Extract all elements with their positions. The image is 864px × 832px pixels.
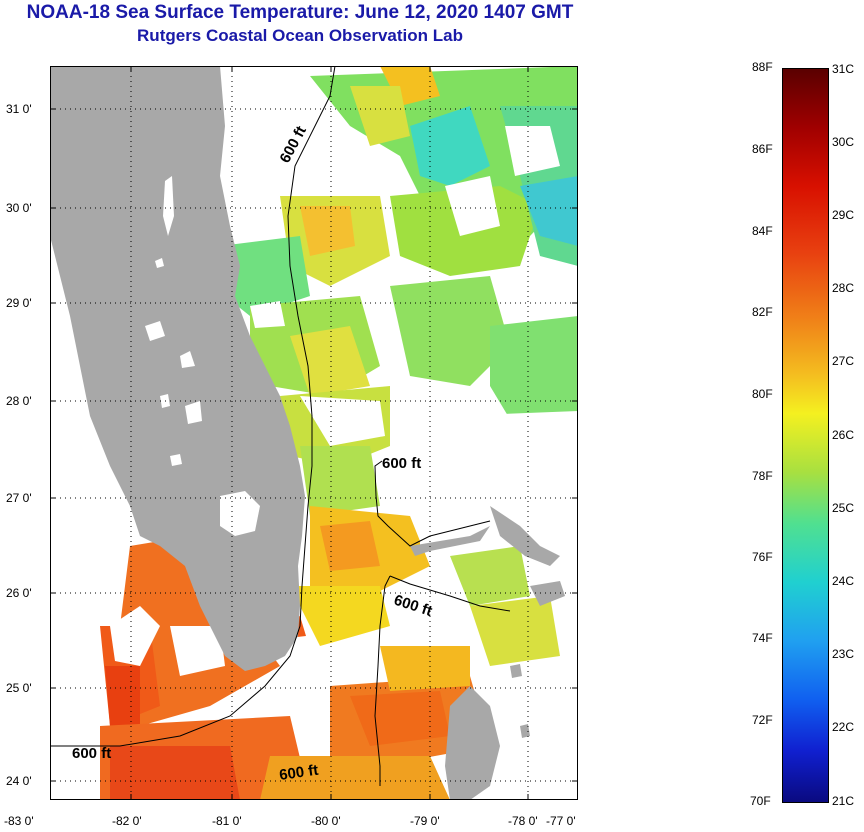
fahrenheit-label: 72F bbox=[752, 713, 773, 727]
celsius-label: 28C bbox=[832, 281, 855, 295]
abaco-island bbox=[490, 506, 560, 566]
bahamas-south bbox=[530, 581, 565, 606]
isobath-label: 600 ft bbox=[278, 762, 319, 784]
fahrenheit-label: 84F bbox=[752, 224, 773, 238]
celsius-label: 25C bbox=[832, 501, 855, 515]
sst-map: 600 ft 600 ft 600 ft 600 ft 600 ft bbox=[50, 66, 578, 800]
lake-okeechobee bbox=[220, 491, 260, 536]
lat-label: 27 0' bbox=[6, 491, 32, 505]
celsius-label: 31C bbox=[832, 62, 855, 76]
lat-label: 31 0' bbox=[6, 102, 32, 116]
andros-island bbox=[445, 686, 500, 800]
grand-bahama bbox=[410, 526, 490, 556]
lon-label: -79 0' bbox=[410, 814, 440, 828]
celsius-label: 22C bbox=[832, 720, 855, 734]
lat-label: 25 0' bbox=[6, 681, 32, 695]
celsius-label: 23C bbox=[832, 647, 855, 661]
lon-label: -80 0' bbox=[311, 814, 341, 828]
lon-label: -77 0' bbox=[546, 814, 576, 828]
lon-label: -81 0' bbox=[212, 814, 242, 828]
lat-label: 26 0' bbox=[6, 586, 32, 600]
lon-label: -83 0' bbox=[4, 814, 34, 828]
fahrenheit-label: 78F bbox=[752, 469, 773, 483]
lat-lon-grid bbox=[50, 66, 578, 800]
celsius-label: 21C bbox=[832, 794, 855, 808]
lat-label: 24 0' bbox=[6, 774, 32, 788]
celsius-label: 24C bbox=[832, 574, 855, 588]
fahrenheit-label: 82F bbox=[752, 305, 773, 319]
map-subtitle: Rutgers Coastal Ocean Observation Lab bbox=[137, 26, 463, 45]
celsius-label: 29C bbox=[832, 208, 855, 222]
fahrenheit-label: 88F bbox=[752, 60, 773, 74]
fahrenheit-label: 74F bbox=[752, 631, 773, 645]
fahrenheit-label: 80F bbox=[752, 387, 773, 401]
map-title: NOAA-18 Sea Surface Temperature: June 12… bbox=[26, 2, 574, 23]
fahrenheit-label: 70F bbox=[750, 794, 771, 808]
lat-label: 28 0' bbox=[6, 394, 32, 408]
lon-label: -78 0' bbox=[508, 814, 538, 828]
fahrenheit-label: 76F bbox=[752, 550, 773, 564]
lat-label: 29 0' bbox=[6, 296, 32, 310]
fahrenheit-label: 86F bbox=[752, 142, 773, 156]
isobath-label: 600 ft bbox=[72, 745, 111, 762]
celsius-label: 26C bbox=[832, 428, 855, 442]
celsius-label: 30C bbox=[832, 135, 855, 149]
colorbar bbox=[782, 68, 829, 803]
lon-label: -82 0' bbox=[112, 814, 142, 828]
isobath-600ft bbox=[50, 66, 511, 786]
lat-label: 30 0' bbox=[6, 201, 32, 215]
celsius-label: 27C bbox=[832, 354, 855, 368]
isobath-label: 600 ft bbox=[382, 455, 421, 472]
